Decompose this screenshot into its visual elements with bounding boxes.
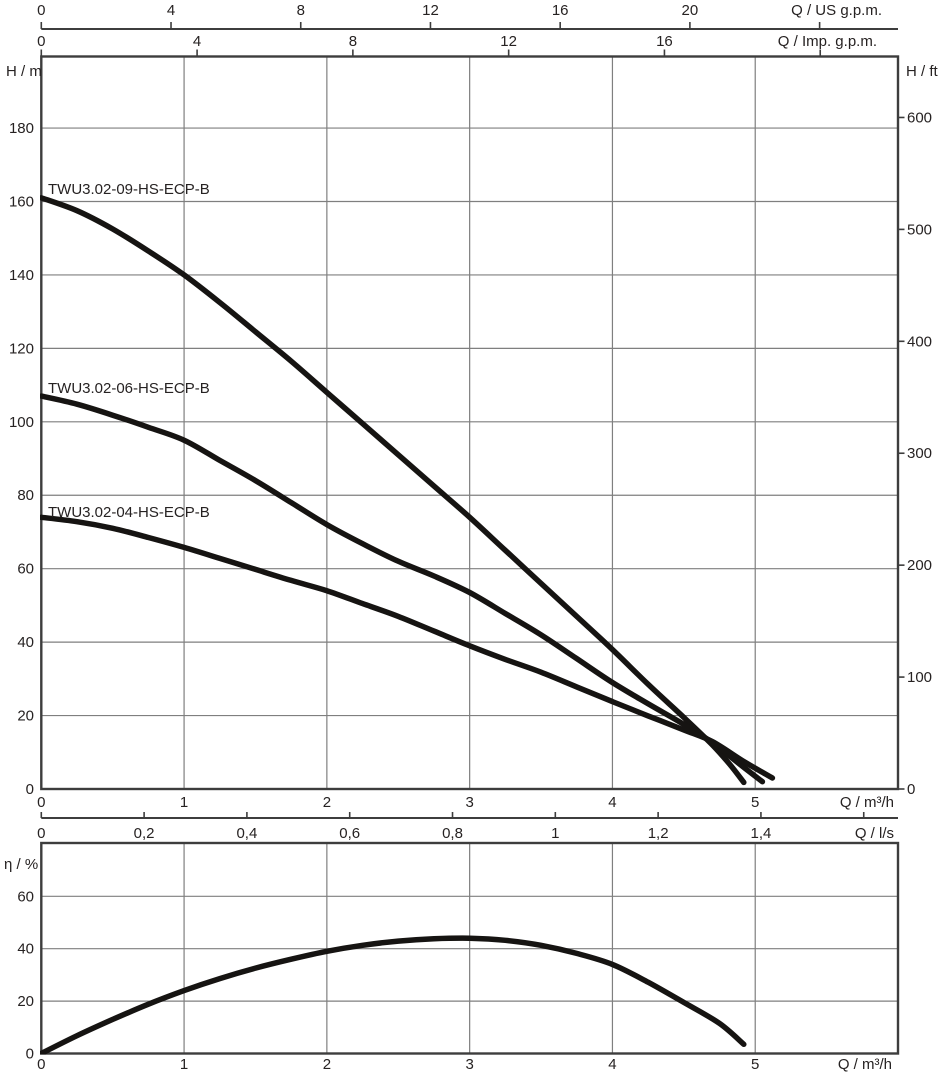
us-gpm-tick-label: 12	[422, 2, 439, 19]
imp-gpm-tick-label: 16	[656, 33, 673, 50]
head-m-tick-label: 120	[9, 340, 34, 357]
flow-m3h-axis-label: Q / m³/h	[840, 794, 894, 811]
imp-gpm-tick-label: 0	[37, 33, 45, 50]
efficiency-tick-label: 20	[17, 993, 34, 1010]
us-gpm-tick-label: 0	[37, 2, 45, 19]
efficiency-flow-axis-label: Q / m³/h	[838, 1056, 892, 1073]
flow-ls-tick-label: 1	[551, 825, 559, 842]
head-ft-tick-label: 100	[907, 669, 932, 686]
us-gpm-tick-label: 4	[167, 2, 175, 19]
head-m-tick-label: 0	[26, 781, 34, 798]
flow-m3h-tick-label: 4	[608, 794, 616, 811]
flow-ls-tick-label: 1,2	[648, 825, 669, 842]
flow-m3h-tick-label: 0	[37, 794, 45, 811]
curve-twu3-02-06-hs-ecp-b	[40, 393, 766, 785]
efficiency-tick-label: 60	[17, 888, 34, 905]
efficiency-axis-label: η / %	[4, 856, 38, 873]
pump-curves-group	[40, 195, 776, 786]
eta-flow-tick-label: 4	[608, 1056, 616, 1073]
flow-m3h-tick-label: 3	[465, 794, 473, 811]
head-m-tick-label: 40	[17, 634, 34, 651]
efficiency-curve-group	[40, 935, 747, 1055]
eta-flow-tick-label: 0	[37, 1056, 45, 1073]
head-m-tick-label: 80	[17, 487, 34, 504]
curve-twu3-02-09-hs-ecp-b	[40, 195, 747, 786]
us-gpm-tick-label: 16	[552, 2, 569, 19]
us-gpm-axis-label: Q / US g.p.m.	[791, 2, 882, 19]
imp-gpm-axis-label: Q / Imp. g.p.m.	[778, 33, 877, 50]
curve-label-twu3-02-04: TWU3.02-04-HS-ECP-B	[48, 504, 210, 521]
curve-twu3-02-04-hs-ecp-b	[40, 514, 776, 781]
head-m-tick-label: 180	[9, 120, 34, 137]
imp-gpm-tick-label: 8	[349, 33, 357, 50]
head-ft-tick-label: 500	[907, 221, 932, 238]
head-m-axis-label: H / m	[6, 63, 42, 80]
imp-gpm-tick-label: 4	[193, 33, 201, 50]
head-ft-tick-label: 200	[907, 557, 932, 574]
flow-ls-tick-label: 1,4	[750, 825, 771, 842]
head-m-tick-label: 20	[17, 708, 34, 725]
us-gpm-tick-label: 8	[297, 2, 305, 19]
head-ft-axis-label: H / ft	[906, 63, 939, 80]
head-ft-tick-label: 400	[907, 333, 932, 350]
us-gpm-tick-label: 20	[682, 2, 699, 19]
eta-plot-border	[40, 841, 900, 1055]
main-plot-border	[40, 55, 900, 791]
head-m-tick-label: 140	[9, 267, 34, 284]
head-ft-tick-label: 300	[907, 445, 932, 462]
curve-label-twu3-02-06: TWU3.02-06-HS-ECP-B	[48, 380, 210, 397]
head-ft-tick-label: 600	[907, 109, 932, 126]
curve-efficiency	[40, 935, 747, 1055]
eta-flow-tick-label: 3	[465, 1056, 473, 1073]
eta-flow-tick-label: 1	[180, 1056, 188, 1073]
flow-ls-axis-label: Q / l/s	[855, 825, 894, 842]
head-m-tick-label: 100	[9, 414, 34, 431]
flow-m3h-tick-label: 2	[323, 794, 331, 811]
curve-label-twu3-02-09: TWU3.02-09-HS-ECP-B	[48, 181, 210, 198]
flow-ls-tick-label: 0,4	[236, 825, 257, 842]
head-ft-tick-label: 0	[907, 781, 915, 798]
flow-m3h-tick-label: 5	[751, 794, 759, 811]
head-m-tick-label: 160	[9, 193, 34, 210]
flow-ls-tick-label: 0,2	[134, 825, 155, 842]
efficiency-tick-label: 40	[17, 941, 34, 958]
eta-flow-tick-label: 2	[323, 1056, 331, 1073]
flow-m3h-tick-label: 1	[180, 794, 188, 811]
imp-gpm-tick-label: 12	[500, 33, 517, 50]
head-m-tick-label: 60	[17, 561, 34, 578]
efficiency-tick-label: 0	[26, 1046, 34, 1063]
flow-ls-tick-label: 0	[37, 825, 45, 842]
flow-ls-tick-label: 0,8	[442, 825, 463, 842]
eta-flow-tick-label: 5	[751, 1056, 759, 1073]
flow-ls-tick-label: 0,6	[339, 825, 360, 842]
